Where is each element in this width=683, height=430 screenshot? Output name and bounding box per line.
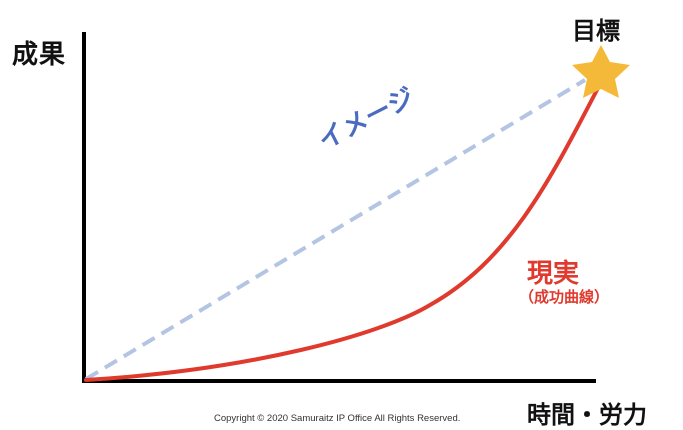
copyright-notice: Copyright © 2020 Samuraitz IP Office All… [214, 413, 461, 424]
image-dashed-line [84, 78, 587, 381]
y-axis-label: 成果 [12, 40, 67, 70]
reality-curve-label: 現実 [527, 259, 580, 289]
reality-curve [84, 86, 600, 382]
goal-label: 目標 [572, 17, 620, 45]
reality-curve-sublabel: （成功曲線） [519, 288, 610, 306]
star-icon [572, 45, 630, 98]
x-axis-label: 時間・労力 [527, 401, 647, 429]
